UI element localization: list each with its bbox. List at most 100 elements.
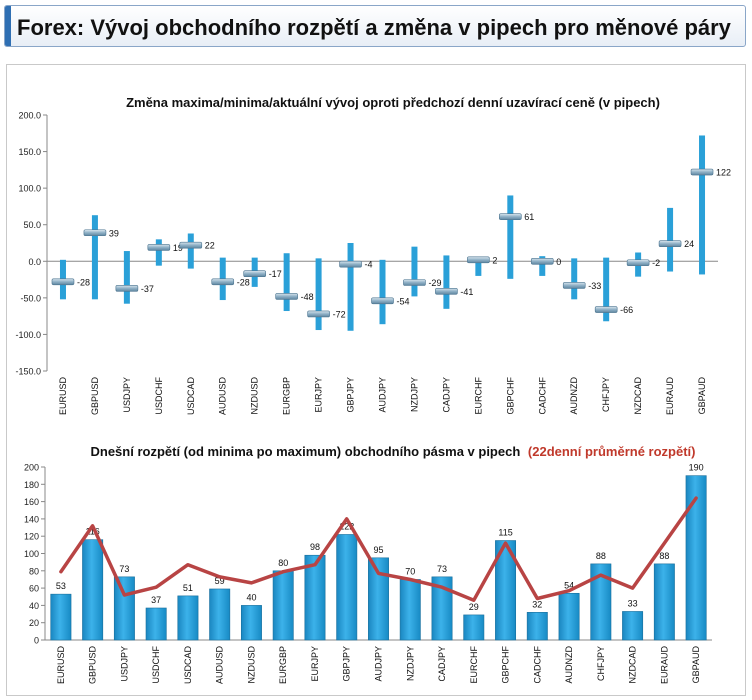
chart1-category-label: CADCHF bbox=[537, 376, 547, 414]
chart2-category-label: USDCAD bbox=[183, 646, 193, 685]
chart2-range-chart: 20018016014012010080604020053EURUSD116GB… bbox=[24, 463, 712, 685]
chart1-category-label: EURCHF bbox=[473, 376, 483, 414]
chart1-range-bar bbox=[667, 207, 674, 272]
chart1-current-marker bbox=[403, 279, 426, 286]
chart1-value-label: 2 bbox=[492, 255, 497, 265]
chart2-average-line bbox=[59, 496, 698, 602]
chart2-title-suffix: (22denní průměrné rozpětí) bbox=[528, 444, 696, 459]
chart2-value-label: 98 bbox=[310, 542, 320, 552]
chart2-value-label: 53 bbox=[56, 581, 66, 591]
chart1-range-bar bbox=[379, 259, 386, 325]
chart1-category-label: GBPCHF bbox=[505, 377, 515, 415]
chart1-range-bar bbox=[155, 239, 162, 266]
chart1-category-label: GBPJPY bbox=[346, 377, 356, 413]
chart2-value-label: 73 bbox=[119, 564, 129, 574]
chart1-current-marker bbox=[147, 244, 171, 251]
chart1-category-label: NZDJPY bbox=[409, 377, 419, 412]
chart2-bar bbox=[240, 605, 262, 641]
chart1-current-marker bbox=[594, 306, 618, 313]
chart2-category-label: NZDCAD bbox=[628, 646, 638, 684]
chart1-value-label: -28 bbox=[77, 277, 90, 287]
chart1-category-label: USDCHF bbox=[154, 376, 164, 414]
chart1-value-label: -2 bbox=[652, 258, 660, 268]
chart1-title: Změna maxima/minima/aktuální vývoj oprot… bbox=[126, 95, 660, 110]
chart2-bar bbox=[272, 570, 294, 641]
chart2-value-label: 116 bbox=[85, 527, 99, 537]
chart2-category-label: GBPUSD bbox=[88, 646, 98, 685]
chart1-range-bar bbox=[475, 256, 482, 276]
chart1-range-bar bbox=[411, 246, 418, 297]
chart2-y-tick-label: 100 bbox=[24, 549, 39, 559]
chart1-category-label: EURUSD bbox=[58, 377, 68, 416]
chart1-current-marker bbox=[179, 241, 203, 249]
chart1-y-tick-label: 50.0 bbox=[23, 220, 41, 230]
chart2-value-label: 29 bbox=[469, 602, 479, 612]
chart1-range-bar bbox=[123, 251, 130, 304]
chart1-value-label: -54 bbox=[397, 296, 410, 306]
chart1-current-marker bbox=[243, 270, 266, 278]
chart2-value-label: 115 bbox=[498, 528, 512, 538]
chart1-current-marker bbox=[467, 256, 490, 264]
chart1-value-label: -66 bbox=[620, 305, 633, 315]
page-header: Forex: Vývoj obchodního rozpětí a změna … bbox=[4, 5, 746, 47]
chart2-bar bbox=[463, 614, 485, 641]
chart1-value-label: -41 bbox=[460, 287, 473, 297]
chart2-category-label: EURUSD bbox=[56, 646, 66, 685]
chart2-value-label: 80 bbox=[278, 558, 288, 568]
chart2-bar bbox=[622, 611, 644, 641]
chart2-y-tick-label: 40 bbox=[29, 601, 39, 611]
chart2-category-label: USDCHF bbox=[151, 645, 161, 683]
chart1-current-marker bbox=[562, 282, 586, 289]
chart2-bar bbox=[495, 540, 517, 641]
chart1-current-marker bbox=[530, 257, 554, 265]
chart1-current-marker bbox=[626, 259, 650, 267]
chart1-category-label: GBPAUD bbox=[697, 377, 707, 415]
chart1-y-tick-label: 100.0 bbox=[18, 184, 41, 194]
chart2-bar bbox=[177, 595, 199, 641]
chart1-range-bar bbox=[539, 256, 546, 276]
chart2-bar bbox=[113, 576, 135, 641]
chart2-bar bbox=[368, 557, 389, 641]
chart2-category-label: AUDNZD bbox=[564, 646, 574, 684]
chart2-category-label: EURAUD bbox=[659, 646, 669, 685]
chart2-bar bbox=[653, 563, 675, 641]
chart2-title: Dnešní rozpětí (od minima po maximum) ob… bbox=[91, 444, 521, 459]
chart1-current-marker bbox=[339, 260, 362, 268]
chart1-range-bar bbox=[507, 195, 514, 279]
chart1-value-label: 61 bbox=[524, 212, 534, 222]
header-accent-bar bbox=[5, 6, 11, 46]
chart1-y-tick-label: 0.0 bbox=[28, 257, 41, 267]
chart1-value-label: 122 bbox=[716, 168, 731, 178]
chart2-y-tick-label: 120 bbox=[24, 532, 39, 542]
chart1-range-bar bbox=[187, 233, 194, 269]
chart2-y-tick-label: 80 bbox=[29, 566, 39, 576]
chart2-bar bbox=[685, 475, 707, 641]
chart1-category-label: EURAUD bbox=[665, 377, 675, 416]
chart2-title-group: Dnešní rozpětí (od minima po maximum) ob… bbox=[91, 444, 696, 459]
chart2-category-label: GBPCHF bbox=[501, 646, 511, 684]
chart2-value-label: 95 bbox=[373, 545, 383, 555]
chart1-value-label: -72 bbox=[333, 309, 346, 319]
chart1-y-tick-label: -50.0 bbox=[20, 293, 41, 303]
chart1-category-label: CADJPY bbox=[441, 377, 451, 413]
chart2-y-tick-label: 160 bbox=[24, 497, 39, 507]
chart2-value-label: 88 bbox=[596, 551, 606, 561]
chart1-current-marker bbox=[371, 297, 394, 305]
chart2-value-label: 54 bbox=[564, 580, 574, 590]
chart1-range-bar bbox=[603, 257, 610, 322]
chart2-bar bbox=[209, 588, 231, 641]
chart1-value-label: -4 bbox=[365, 260, 373, 270]
chart1-current-marker bbox=[435, 287, 458, 295]
chart2-value-label: 40 bbox=[246, 592, 256, 602]
chart1-category-label: EURJPY bbox=[314, 377, 324, 413]
chart2-bar bbox=[50, 593, 72, 641]
chart1-current-marker bbox=[499, 213, 522, 220]
chart1-y-tick-label: 200.0 bbox=[18, 111, 41, 121]
chart1-category-label: USDCAD bbox=[186, 377, 196, 416]
chart2-category-label: NZDJPY bbox=[405, 646, 415, 681]
chart1-range-bar bbox=[347, 243, 354, 331]
chart2-value-label: 59 bbox=[215, 576, 225, 586]
chart1-value-label: 24 bbox=[684, 239, 694, 249]
chart1-value-label: -48 bbox=[301, 292, 314, 302]
